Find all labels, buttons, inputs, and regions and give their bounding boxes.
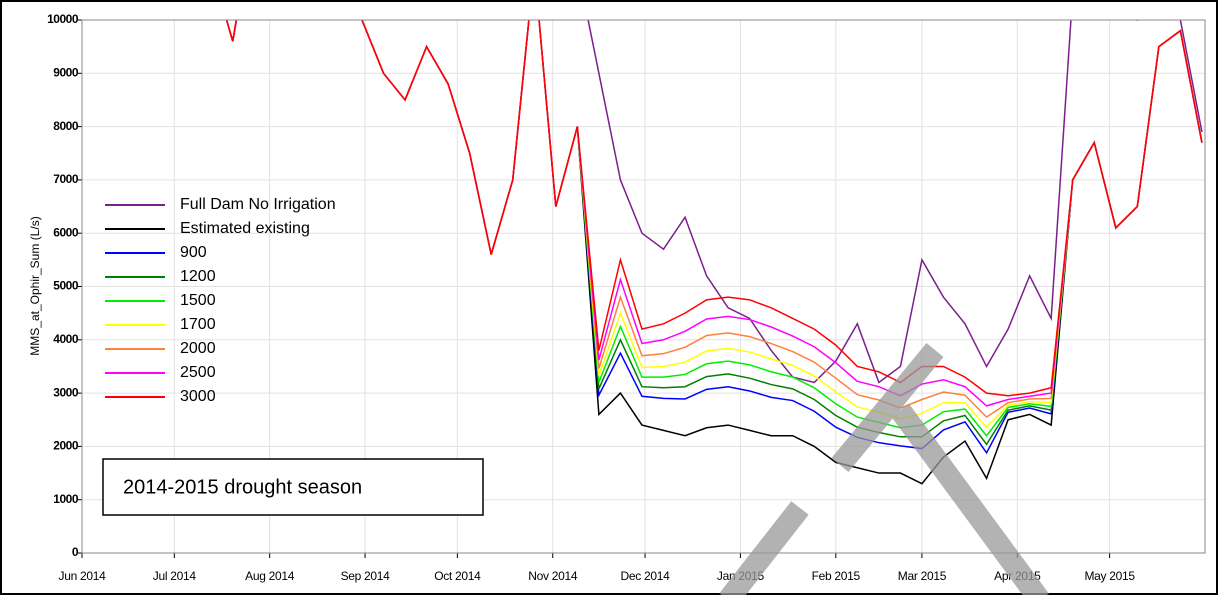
y-tick-label: 4000 — [53, 332, 79, 346]
plot-border — [81, 19, 1206, 554]
series-line — [225, 20, 1203, 437]
x-tick-label: Dec 2014 — [621, 569, 671, 583]
series-line — [225, 20, 1203, 446]
legend-label: 1700 — [180, 316, 216, 333]
x-tick-label: Mar 2015 — [898, 569, 947, 583]
legend-label: Estimated existing — [180, 220, 310, 237]
lines — [225, 20, 1203, 485]
y-tick-label: 5000 — [53, 279, 79, 293]
y-tick-label: 7000 — [53, 172, 79, 186]
series-line — [225, 20, 1203, 485]
y-tick-label: 10000 — [47, 12, 79, 26]
y-tick-label: 0 — [72, 545, 79, 559]
y-tick-label: 1000 — [53, 492, 79, 506]
x-tick-label: Feb 2015 — [812, 569, 861, 583]
annotation-box — [102, 458, 484, 516]
legend-label: Full Dam No Irrigation — [180, 196, 336, 213]
x-tick-label: Nov 2014 — [528, 569, 578, 583]
y-axis-label: MMS_at_Ophir_Sum (L/s) — [28, 216, 42, 355]
labels: 0 1000 2000 3000 4000 5000 6000 7000 8000 9000 100… — [47, 12, 1136, 583]
x-tick-label: May 2015 — [1084, 569, 1135, 583]
series-line — [225, 20, 1203, 407]
x-tick-label: Aug 2014 — [245, 569, 295, 583]
x-tick-label: Jul 2014 — [153, 569, 197, 583]
series-line — [225, 20, 1203, 455]
annotation: 2014-2015 drought season — [123, 476, 362, 498]
legend-label: 2500 — [180, 364, 216, 381]
y-tick-label: 6000 — [53, 225, 79, 239]
y-tick-label: 9000 — [53, 65, 79, 79]
x-tick-label: Sep 2014 — [341, 569, 391, 583]
legend-label: 2000 — [180, 340, 216, 357]
x-tick-label: Oct 2014 — [434, 569, 481, 583]
series-line — [225, 20, 1203, 397]
legend-label: 3000 — [180, 388, 216, 405]
watermark — [719, 342, 1049, 595]
y-tick-label: 8000 — [53, 119, 79, 133]
series-line — [225, 20, 1203, 419]
legend-label: 900 — [180, 244, 207, 261]
legend-label: 1500 — [180, 292, 216, 309]
legend-label: 1200 — [180, 268, 216, 285]
y-tick-label: 3000 — [53, 385, 79, 399]
x-tick-label: Jun 2014 — [59, 569, 107, 583]
y-tick-label: 2000 — [53, 439, 79, 453]
series-line — [225, 20, 1203, 429]
series-line — [225, 20, 1203, 384]
